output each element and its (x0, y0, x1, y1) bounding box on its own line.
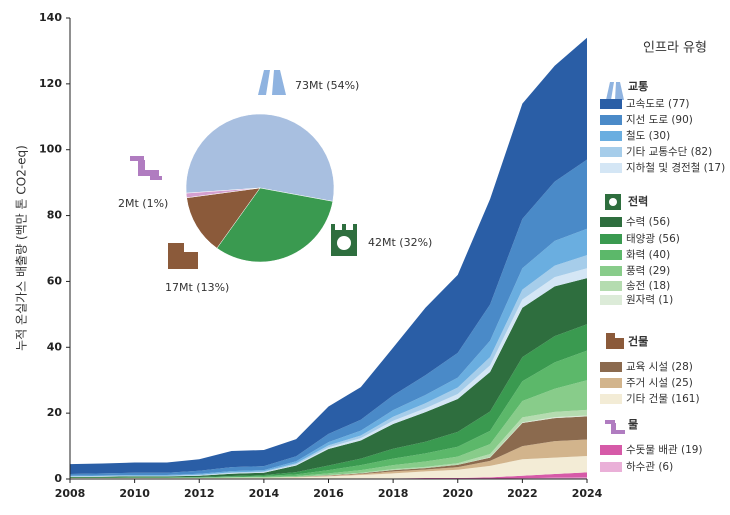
legend-label: 하수관 (6) (626, 460, 673, 473)
x-tick-label: 2014 (249, 487, 280, 500)
area (70, 278, 587, 478)
legend-swatch (600, 250, 622, 260)
legend-label: 태양광 (56) (626, 233, 680, 245)
legend-label: 원자력 (1) (626, 294, 673, 306)
legend-label: 주거 시설 (25) (626, 377, 693, 389)
y-tick-label: 120 (39, 77, 62, 90)
legend-label: 풍력 (29) (626, 265, 670, 277)
pie-slice (185, 113, 335, 202)
legend-label: 지선 도로 (90) (626, 114, 693, 126)
y-tick-label: 0 (54, 472, 62, 485)
legend-group-title: 전력 (628, 194, 648, 208)
x-tick-label: 2018 (378, 487, 409, 500)
area-layer (70, 37, 587, 479)
area (70, 159, 587, 476)
legend-swatch (600, 295, 622, 305)
legend-group-title: 건물 (628, 334, 648, 348)
power-icon (331, 194, 621, 256)
pie-slice (185, 187, 261, 199)
area (70, 416, 587, 479)
legend-label: 송전 (18) (626, 280, 670, 292)
pie-label: 42Mt (32%) (368, 236, 432, 249)
legend-swatch (600, 362, 622, 372)
pie-label: 2Mt (1%) (118, 197, 168, 210)
legend-swatch (600, 378, 622, 388)
building-icon (168, 243, 624, 349)
legend-label: 철도 (30) (626, 130, 670, 142)
x-tick-label: 2016 (313, 487, 344, 500)
area (70, 37, 587, 475)
legend-swatch (600, 147, 622, 157)
x-tick-label: 2020 (442, 487, 473, 500)
legend-label: 고속도로 (77) (626, 98, 690, 110)
x-tick-label: 2022 (507, 487, 538, 500)
x-tick-label: 2012 (184, 487, 215, 500)
pie-label: 73Mt (54%) (295, 79, 359, 92)
legend-swatch (600, 99, 622, 109)
y-tick-label: 40 (47, 340, 63, 353)
legend-label: 수돗물 배관 (19) (626, 444, 703, 456)
legend-label: 지하철 및 경전철 (17) (626, 161, 725, 174)
legend-label: 화력 (40) (626, 249, 670, 261)
area (70, 439, 587, 479)
legend-swatch (600, 281, 622, 291)
x-tick-label: 2024 (572, 487, 603, 500)
x-tick-label: 2010 (119, 487, 150, 500)
y-tick-label: 80 (47, 209, 63, 222)
legend-swatch (600, 394, 622, 404)
y-tick-label: 100 (39, 143, 62, 156)
area (70, 255, 587, 477)
area (70, 324, 587, 478)
legend-label: 기타 건물 (161) (626, 393, 700, 405)
road-icon (258, 70, 624, 100)
pie-slice (186, 187, 261, 249)
pie-label: 17Mt (13%) (165, 281, 229, 294)
legend-swatch (600, 131, 622, 141)
legend-label: 수력 (56) (626, 216, 670, 228)
y-tick-label: 140 (39, 11, 62, 24)
legend-swatch (600, 163, 622, 173)
legend-title: 인프라 유형 (643, 41, 707, 56)
legend-swatch (600, 217, 622, 227)
legend-label: 기타 교통수단 (82) (626, 146, 712, 158)
area (70, 455, 587, 479)
area (70, 228, 587, 477)
pie-layer: 73Mt (54%) 42Mt (32%) 17Mt (13%) 2Mt (1%) (118, 79, 432, 294)
legend-swatch (600, 266, 622, 276)
area (70, 268, 587, 478)
pie-slice (216, 187, 334, 263)
y-axis-label: 누적 온실가스 배출량 (백만 톤 CO2-eq) (15, 145, 29, 351)
y-tick-label: 20 (47, 406, 63, 419)
legend-swatch (600, 234, 622, 244)
legend-label: 교육 시설 (28) (626, 361, 693, 373)
x-tick-label: 2008 (55, 487, 86, 500)
legend-swatch (600, 445, 622, 455)
legend-group-title: 물 (628, 418, 638, 431)
faucet-icon (130, 156, 625, 434)
legend-group-title: 교통 (628, 80, 648, 93)
y-tick-label: 60 (47, 274, 63, 287)
legend-swatch (600, 462, 622, 472)
area (70, 409, 587, 479)
legend-swatch (600, 115, 622, 125)
